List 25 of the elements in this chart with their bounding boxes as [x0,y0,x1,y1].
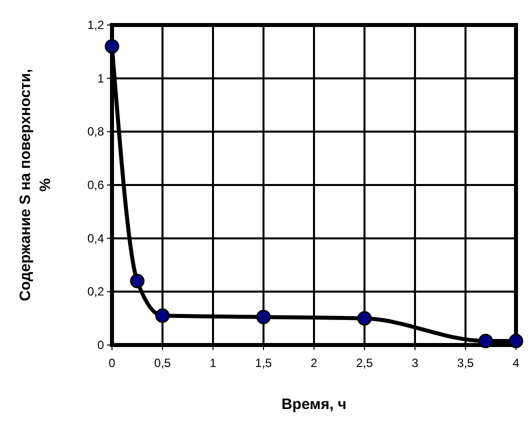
point [478,334,493,348]
y-axis-title: Содержание S на поверхности, % [17,68,54,302]
y-tick-label: 0,2 [87,284,104,299]
y-tick-label: 1 [97,71,104,86]
point [104,39,120,54]
x-tick-label: 2,5 [356,356,374,370]
x-tick-label: 2 [310,356,318,370]
x-tick-label: 3,5 [457,356,474,370]
x-tick-label: 4 [512,356,520,370]
y-tick-label: 1,2 [87,18,104,32]
y-tick-label: 0,6 [87,178,104,192]
point [155,308,170,323]
y-tick-label: 0,4 [87,231,104,246]
y-tick-label: 0,8 [87,124,104,139]
x-tick-label: 0 [108,356,116,370]
x-axis-title: Время, ч [281,396,347,413]
x-tick-label: 1 [210,356,217,370]
point [357,311,372,326]
x-tick-label: 0,5 [154,356,172,370]
x-tick-label: 1,5 [255,356,272,370]
point [256,310,271,324]
x-tick-label: 3 [412,356,419,370]
y-tick-label: 0 [97,338,104,352]
point [130,274,144,288]
point [508,334,524,348]
